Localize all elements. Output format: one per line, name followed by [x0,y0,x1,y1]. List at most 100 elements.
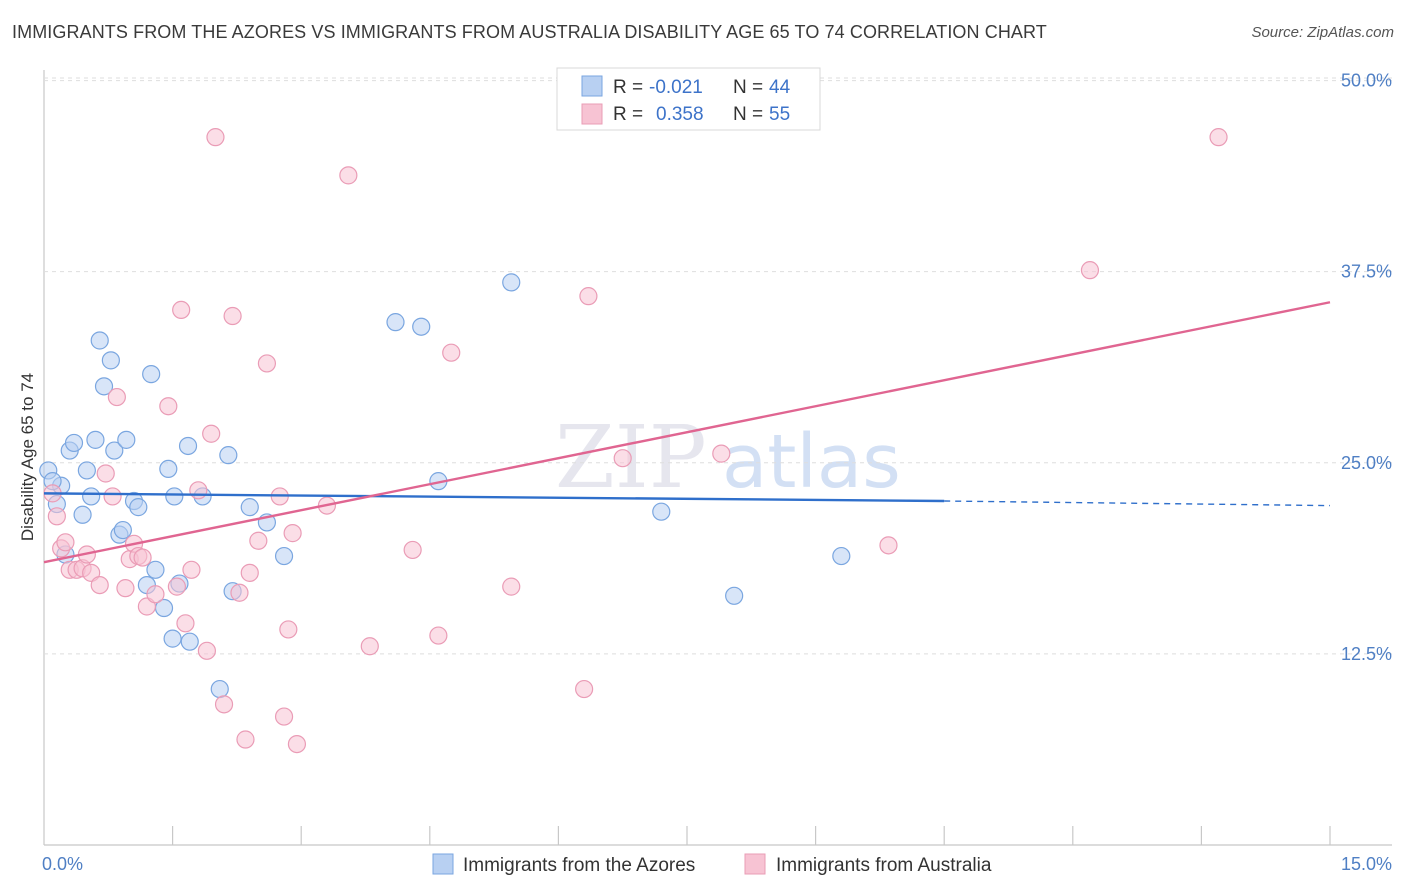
australia-point [47,507,66,526]
chart-title: IMMIGRANTS FROM THE AZORES VS IMMIGRANTS… [12,22,1047,42]
azores-point [386,313,405,332]
australia-point [613,449,632,468]
azores-point [77,461,96,480]
australia-point [442,343,461,362]
australia-point [257,354,277,373]
australia-point [339,166,358,185]
data-points [39,128,1228,754]
australia-point [360,637,379,656]
australia-point [712,444,731,463]
australia-point [56,533,75,552]
azores-point [117,430,136,449]
legend-r-value-azores: -0.021 [649,77,703,98]
australia-point [197,641,216,660]
australia-point [879,536,898,555]
australia-point [287,734,307,754]
australia-point [579,287,598,306]
azores-point [146,560,165,579]
azores-point [64,433,84,453]
azores-trend-extension [944,500,1331,507]
watermark-atlas: atlas [722,419,901,505]
azores-point [86,430,105,449]
azores-point [105,441,124,460]
azores-point [113,520,132,540]
australia-point [274,707,294,726]
australia-point [429,626,448,645]
australia-point [502,577,521,596]
azores-point [502,273,521,292]
series-swatch-azores [432,853,454,875]
australia-point [189,481,208,500]
australia-point [214,695,234,714]
azores-point [210,679,229,699]
australia-point [575,679,594,699]
azores-point [82,487,101,506]
legend-n-value-australia: 55 [769,104,790,125]
legend-n-label-australia: N = [733,104,763,125]
australia-point [96,464,115,483]
azores-point [163,629,182,648]
legend-n-label-azores: N = [733,77,763,98]
azores-point [94,377,114,396]
x-tick-label-max: 15.0% [1341,854,1392,874]
legend-swatch-australia [581,103,603,125]
australia-point [1080,261,1100,280]
azores-point [219,446,238,465]
australia-point [90,575,109,595]
australia-point [279,620,298,639]
series-swatch-australia [744,853,766,875]
australia-point [146,585,165,604]
series-legend: Immigrants from the Azores Immigrants fr… [432,853,992,876]
legend-r-value-australia: 0.358 [656,104,704,125]
australia-point [230,583,249,602]
legend-r-label-australia: R = [613,104,643,125]
x-tick-label-min: 0.0% [42,854,83,874]
australia-trend-line [43,301,1331,564]
australia-point [182,560,201,579]
azores-point [274,546,294,566]
azores-point [129,498,148,517]
y-tick-label-12-5: 12.5% [1341,644,1392,664]
australia-point [133,548,152,567]
y-tick-label-25: 25.0% [1341,453,1392,473]
azores-point [142,365,161,384]
legend-swatch-azores [581,75,603,97]
azores-point [178,436,198,456]
azores-point [412,317,431,336]
azores-point [725,586,744,605]
australia-point [1209,128,1228,147]
legend-r-label-azores: R = [613,77,643,98]
australia-point [240,563,259,582]
australia-point [223,306,242,326]
series-label-azores: Immigrants from the Azores [463,855,695,876]
azores-point [240,498,259,517]
australia-point [202,424,221,443]
australia-point [283,524,302,543]
y-tick-label-37-5: 37.5% [1341,262,1392,282]
y-tick-label-50: 50.0% [1341,71,1392,91]
azores-point [90,331,109,350]
trend-lines [43,301,1331,564]
australia-point [116,579,135,598]
australia-point [236,730,255,749]
legend-n-value-azores: 44 [769,77,791,98]
azores-point [101,351,120,370]
azores-point [165,487,184,506]
azores-point [180,632,199,651]
australia-point [176,614,195,633]
series-label-australia: Immigrants from Australia [776,855,992,876]
correlation-legend: R = -0.021 N = 44 R = 0.358 N = 55 [556,67,821,131]
x-ticks [172,826,1331,845]
australia-point [107,387,126,407]
australia-point [206,128,225,147]
source-credit: Source: ZipAtlas.com [1251,24,1394,41]
australia-point [103,487,122,506]
azores-trend-line [43,492,945,503]
azores-point [652,502,671,521]
australia-point [167,577,186,596]
australia-point [172,300,191,320]
australia-point [249,531,268,550]
azores-point [159,459,178,479]
y-axis-label: Disability Age 65 to 74 [18,373,37,541]
